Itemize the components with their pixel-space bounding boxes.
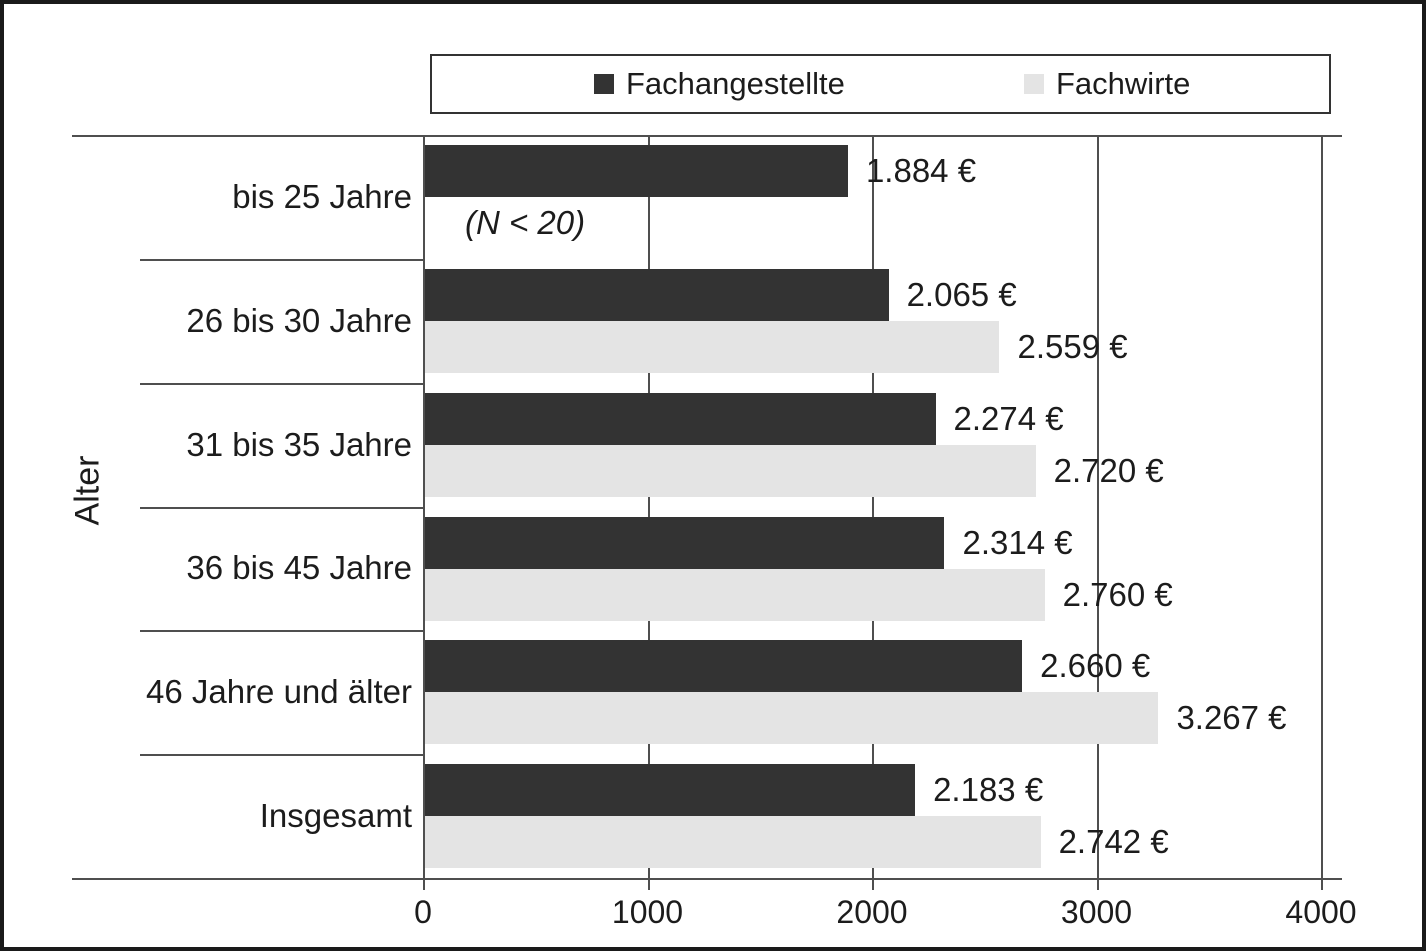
bar-fachangestellte-4	[425, 640, 1023, 693]
legend-box: Fachangestellte Fachwirte	[430, 54, 1331, 114]
bar-fachangestellte-1	[425, 268, 889, 321]
gridline-1000	[647, 135, 650, 878]
gridline-2000	[872, 135, 874, 878]
category-separator	[140, 630, 423, 633]
category-label-3: 36 bis 45 Jahre	[186, 549, 412, 587]
legend-item-fachwirte: Fachwirte	[1024, 56, 1190, 112]
bar-value-label: 2.742 €	[1058, 823, 1169, 861]
x-axis-tick-label-0: 0	[414, 894, 432, 930]
bar-fachwirte-3	[425, 568, 1045, 621]
gridline-3000	[1096, 135, 1099, 878]
bar-fachwirte-2	[425, 444, 1036, 497]
category-separator	[140, 258, 423, 261]
legend-marker-fachwirte-icon	[1024, 74, 1044, 94]
bar-value-label: 2.274 €	[953, 399, 1064, 437]
y-axis-title-text: Alter	[68, 455, 107, 525]
bar-fachangestellte-2	[425, 392, 936, 445]
x-axis-tick-3000	[1096, 878, 1099, 890]
bar-value-label: 2.065 €	[906, 275, 1017, 313]
bar-value-label: 2.660 €	[1040, 647, 1151, 685]
category-separator	[140, 506, 423, 509]
bar-value-label: 2.720 €	[1053, 451, 1164, 489]
bar-value-label: 1.884 €	[865, 152, 977, 189]
bar-value-label: 2.314 €	[962, 523, 1073, 561]
bar-value-label: 3.267 €	[1176, 699, 1287, 737]
x-axis-tick-1000	[647, 878, 650, 890]
chart-stage: Fachangestellte Fachwirte Alter 0 1000 200…	[4, 4, 1422, 947]
category-label-2: 31 bis 35 Jahre	[186, 425, 412, 463]
plot-top-border	[72, 135, 1342, 137]
x-axis-tick-4000	[1321, 878, 1323, 890]
y-axis-zero-line	[423, 135, 425, 878]
category-label-0: bis 25 Jahre	[232, 177, 412, 215]
bar-fachangestellte-0	[425, 145, 848, 197]
annotation-n-less-20: (N < 20)	[465, 204, 586, 241]
bar-fachwirte-1	[425, 320, 1000, 373]
bar-value-label: 2.760 €	[1062, 575, 1173, 613]
category-label-4: 46 Jahre und älter	[145, 673, 412, 711]
bar-fachwirte-5	[425, 816, 1041, 869]
bar-value-label: 2.183 €	[933, 771, 1044, 809]
legend-label-fachwirte: Fachwirte	[1056, 66, 1191, 101]
category-label-5: Insgesamt	[259, 797, 412, 835]
x-axis-tick-2000	[872, 878, 874, 890]
x-axis-tick-label-1000: 1000	[611, 894, 684, 930]
category-label-1: 26 bis 30 Jahre	[186, 301, 412, 339]
legend-marker-fachangestellte-icon	[594, 74, 614, 94]
bar-fachwirte-4	[425, 692, 1159, 745]
legend-item-fachangestellte: Fachangestellte	[594, 56, 845, 112]
category-separator	[140, 382, 423, 385]
x-axis-tick-label-3000: 3000	[1060, 894, 1133, 930]
x-axis-tick-label-4000: 4000	[1285, 894, 1357, 930]
x-axis-tick-0	[423, 878, 425, 890]
gridline-4000	[1321, 135, 1323, 878]
y-axis-title: Alter	[66, 384, 110, 596]
legend-label-fachangestellte: Fachangestellte	[626, 66, 845, 101]
category-separator	[140, 754, 423, 757]
x-axis-line	[72, 878, 1342, 880]
bar-fachangestellte-5	[425, 764, 916, 817]
bar-fachangestellte-3	[425, 516, 945, 569]
bar-value-label: 2.559 €	[1017, 327, 1128, 365]
x-axis-tick-label-2000: 2000	[836, 894, 908, 930]
